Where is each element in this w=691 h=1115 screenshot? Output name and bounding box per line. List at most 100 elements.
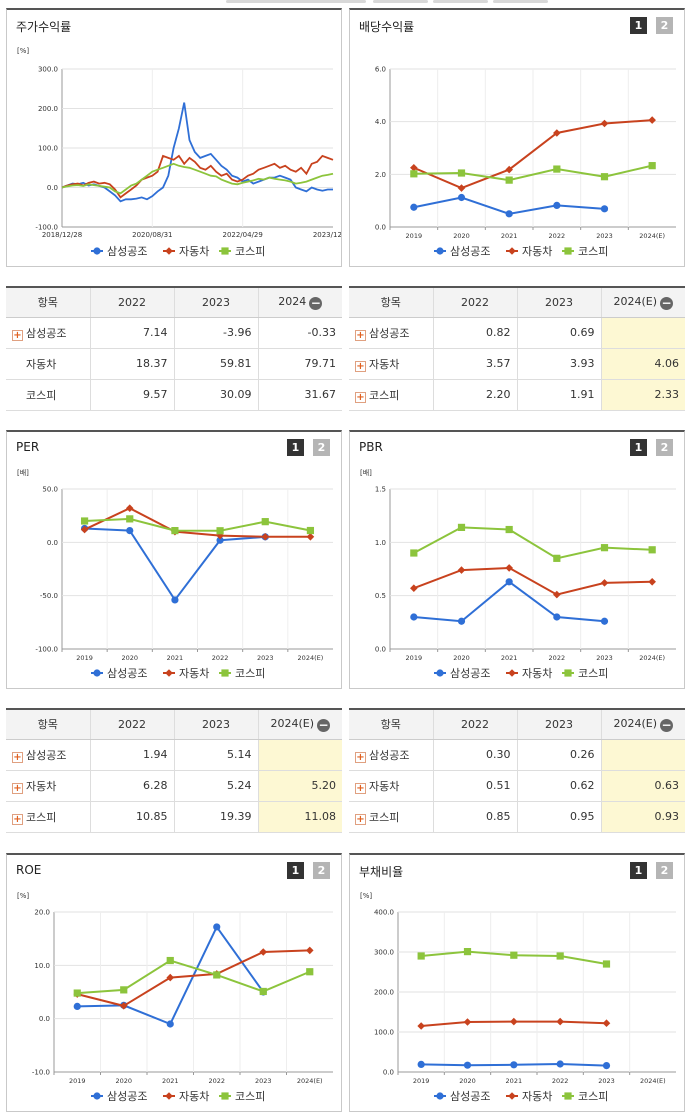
value-cell: 1.94 xyxy=(89,739,174,771)
x-tick-label: 2022 xyxy=(549,654,566,662)
y-tick-label: -100.0 xyxy=(35,224,58,232)
row-label-cell: 자동차 xyxy=(6,348,90,380)
series-line xyxy=(413,526,653,560)
data-point xyxy=(505,165,513,174)
series-line xyxy=(84,527,266,602)
table-row: + 코스피 10.85 19.39 11.08 xyxy=(6,801,342,833)
page-1-button[interactable]: 1 xyxy=(287,439,304,456)
page-1-button[interactable]: 1 xyxy=(630,862,647,879)
row-label: 삼성공조 xyxy=(369,748,410,762)
legend-label: 코스피 xyxy=(235,1090,265,1103)
legend-label: 자동차 xyxy=(179,245,209,258)
y-tick-label: 6.0 xyxy=(375,66,386,74)
row-label-cell[interactable]: + 삼성공조 xyxy=(6,317,90,349)
value-cell: 18.37 xyxy=(89,348,174,380)
table-header-row: 항목 2022 2023 2024(E) − xyxy=(349,287,685,318)
row-label-cell[interactable]: + 자동차 xyxy=(6,770,90,802)
data-point xyxy=(126,527,134,535)
row-label-cell[interactable]: + 삼성공조 xyxy=(349,739,433,771)
row-label-cell[interactable]: + 코스피 xyxy=(349,379,433,411)
data-point xyxy=(417,1022,425,1030)
row-label: 코스피 xyxy=(369,810,400,824)
value-cell: 0.69 xyxy=(516,317,601,349)
data-point xyxy=(166,973,175,982)
page-1-button[interactable]: 1 xyxy=(630,17,647,34)
row-label-cell[interactable]: + 코스피 xyxy=(349,801,433,833)
data-point xyxy=(410,170,418,178)
table-row: + 자동차 6.28 5.24 5.20 xyxy=(6,770,342,802)
data-point xyxy=(457,169,466,177)
expand-icon[interactable]: + xyxy=(355,751,366,763)
row-label: 자동차 xyxy=(369,357,400,371)
page-2-button[interactable]: 2 xyxy=(656,862,673,879)
data-point xyxy=(564,669,572,677)
table-row: + 자동차 3.57 3.93 4.06 xyxy=(349,348,685,380)
panel-header: 배당수익률 1 2 xyxy=(350,10,684,40)
legend-label: 삼성공조 xyxy=(107,245,147,258)
x-tick-label: 2018/12/28 xyxy=(42,231,82,239)
row-label: 자동차 xyxy=(26,357,57,371)
panel-header: PER 1 2 xyxy=(7,432,341,462)
value-cell: 3.93 xyxy=(516,348,601,380)
expand-icon[interactable]: + xyxy=(12,813,23,825)
debt-chart: [%] 400.0 300.0 200.0 100.0 0.0 2019 2020 2021 20… xyxy=(360,892,676,1103)
x-tick-label: 2021 xyxy=(501,232,518,240)
data-point xyxy=(602,1019,611,1027)
collapse-icon[interactable]: − xyxy=(317,717,331,732)
x-tick-label: 2024(E) xyxy=(639,654,665,662)
collapse-icon[interactable]: − xyxy=(309,295,323,310)
expand-icon[interactable]: + xyxy=(355,360,366,372)
expand-icon[interactable]: + xyxy=(12,751,23,763)
top-tab-bar xyxy=(226,0,366,3)
value-cell: 0.30 xyxy=(432,739,517,771)
y-tick-label: 300.0 xyxy=(374,949,394,957)
data-point xyxy=(564,247,572,255)
legend-label: 자동차 xyxy=(522,1090,552,1103)
column-header: 2022 xyxy=(89,709,174,740)
row-label-cell[interactable]: + 자동차 xyxy=(349,770,433,802)
expand-icon[interactable]: + xyxy=(355,813,366,825)
row-label: 자동차 xyxy=(26,779,57,793)
value-cell: 7.14 xyxy=(89,317,174,349)
expand-icon[interactable]: + xyxy=(12,782,23,794)
data-point xyxy=(510,1017,518,1026)
data-point xyxy=(508,247,516,255)
series-line xyxy=(61,154,334,199)
row-label-cell[interactable]: + 삼성공조 xyxy=(349,317,433,349)
data-point xyxy=(305,946,314,955)
expand-icon[interactable]: + xyxy=(355,782,366,794)
collapse-icon[interactable]: − xyxy=(660,295,674,310)
page-1-button[interactable]: 1 xyxy=(287,862,304,879)
column-header: 항목 xyxy=(6,287,90,318)
expand-icon[interactable]: + xyxy=(355,329,366,341)
value-cell: 6.28 xyxy=(89,770,174,802)
legend-label: 삼성공조 xyxy=(107,1090,147,1103)
page-1-button[interactable]: 1 xyxy=(630,439,647,456)
value-cell xyxy=(257,739,342,771)
top-strip xyxy=(0,0,691,6)
row-label-cell[interactable]: + 코스피 xyxy=(6,801,90,833)
expand-icon[interactable]: + xyxy=(12,329,23,341)
data-point xyxy=(457,617,466,625)
page-2-button[interactable]: 2 xyxy=(656,439,673,456)
data-point xyxy=(213,971,221,979)
collapse-icon[interactable]: − xyxy=(660,717,674,732)
data-point xyxy=(600,173,609,181)
legend-label: 코스피 xyxy=(578,667,608,680)
data-point xyxy=(505,210,513,218)
page-2-button[interactable]: 2 xyxy=(656,17,673,34)
page-2-button[interactable]: 2 xyxy=(313,439,330,456)
row-label-cell[interactable]: + 삼성공조 xyxy=(6,739,90,771)
column-header: 2023 xyxy=(516,287,601,318)
data-point xyxy=(553,129,561,137)
row-label: 자동차 xyxy=(369,779,400,793)
x-tick-label: 2022/04/29 xyxy=(222,231,262,239)
expand-icon[interactable]: + xyxy=(355,391,366,403)
value-cell: 0.82 xyxy=(432,317,517,349)
data-point xyxy=(410,584,418,592)
row-label-cell[interactable]: + 자동차 xyxy=(349,348,433,380)
value-cell: 2.20 xyxy=(432,379,517,411)
data-point xyxy=(556,1060,564,1068)
x-tick-label: 2023 xyxy=(255,1077,272,1085)
page-2-button[interactable]: 2 xyxy=(313,862,330,879)
